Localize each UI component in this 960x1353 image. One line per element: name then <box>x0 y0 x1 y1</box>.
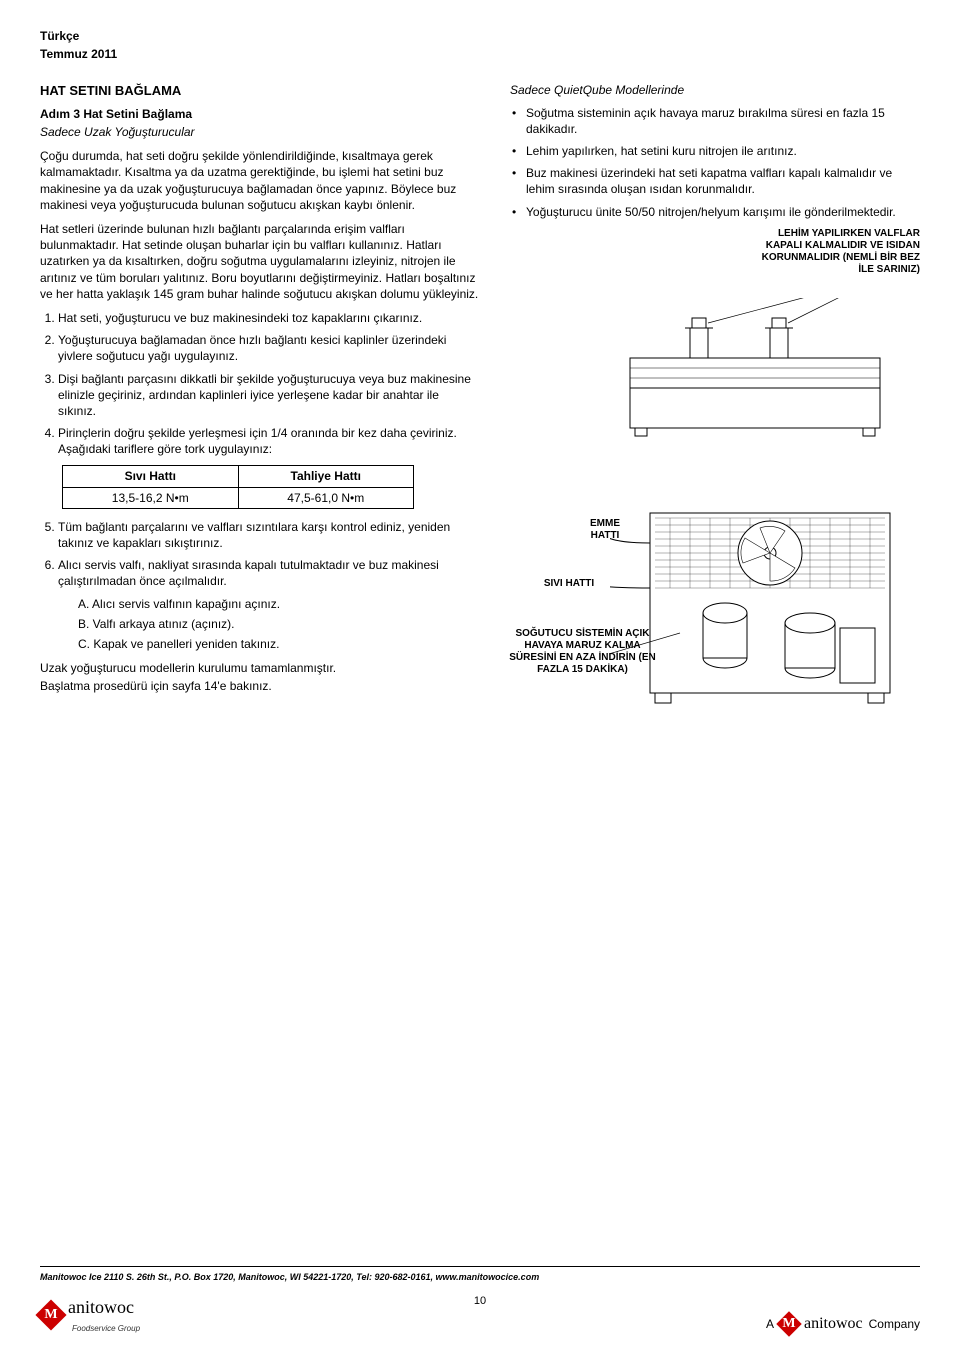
label-sivi: SIVI HATTI <box>534 578 604 590</box>
table-header: Tahliye Hattı <box>238 466 414 487</box>
sub-step: A. Alıcı servis valfının kapağını açınız… <box>78 596 480 612</box>
subtitle-italic: Sadece Uzak Yoğuşturucular <box>40 124 480 140</box>
step-item: Tüm bağlantı parçalarını ve valfları sız… <box>58 519 480 551</box>
logo-left: anitowoc Foodservice Group <box>40 1295 140 1335</box>
main-columns: HAT SETINI BAĞLAMA Adım 3 Hat Setini Bağ… <box>40 68 920 787</box>
right-title: Sadece QuietQube Modellerinde <box>510 82 920 98</box>
footer-text: Manitowoc Ice 2110 S. 26th St., P.O. Box… <box>40 1272 539 1282</box>
bullet-item: Soğutma sisteminin açık havaya maruz bır… <box>510 105 920 137</box>
bullet-item: Buz makinesi üzerindeki hat seti kapatma… <box>510 165 920 197</box>
footer-logos: anitowoc Foodservice Group A anitowoc Co… <box>40 1295 920 1335</box>
manitowoc-diamond-icon <box>776 1311 801 1336</box>
logo-right: A anitowoc Company <box>766 1313 920 1335</box>
closing-2: Başlatma prosedürü için sayfa 14'e bakın… <box>40 678 480 694</box>
step-item: Alıcı servis valfı, nakliyat sırasında k… <box>58 557 480 652</box>
language-header: Türkçe <box>40 28 920 44</box>
left-column: HAT SETINI BAĞLAMA Adım 3 Hat Setini Bağ… <box>40 68 480 787</box>
right-suffix: Company <box>869 1316 920 1332</box>
table-header: Sıvı Hattı <box>63 466 239 487</box>
bullet-item: Yoğuşturucu ünite 50/50 nitrojen/helyum … <box>510 204 920 220</box>
steps-list: Hat seti, yoğuşturucu ve buz makinesinde… <box>58 310 480 458</box>
label-top-warning: LEHİM YAPILIRKEN VALFLAR KAPALI KALMALID… <box>750 228 920 276</box>
table-cell: 13,5-16,2 N•m <box>63 487 239 508</box>
step-item: Yoğuşturucuya bağlamadan önce hızlı bağl… <box>58 332 480 364</box>
footer-address: Manitowoc Ice 2110 S. 26th St., P.O. Box… <box>40 1266 920 1283</box>
bullet-item: Lehim yapılırken, hat setini kuru nitroj… <box>510 143 920 159</box>
right-bullets: Soğutma sisteminin açık havaya maruz bır… <box>510 105 920 220</box>
torque-table: Sıvı Hattı Tahliye Hattı 13,5-16,2 N•m 4… <box>62 465 414 508</box>
diagram: LEHİM YAPILIRKEN VALFLAR KAPALI KALMALID… <box>510 228 920 788</box>
label-bottom-warning: SOĞUTUCU SİSTEMİN AÇIK HAVAYA MARUZ KALM… <box>500 628 665 676</box>
para-1: Çoğu durumda, hat seti doğru şekilde yön… <box>40 148 480 213</box>
step6-text: Alıcı servis valfı, nakliyat sırasında k… <box>58 558 439 588</box>
sub-step: C. Kapak ve panelleri yeniden takınız. <box>78 636 480 652</box>
sub-steps: A. Alıcı servis valfının kapağını açınız… <box>78 596 480 653</box>
step-item: Dişi bağlantı parçasını dikkatli bir şek… <box>58 371 480 420</box>
unit-lower-icon <box>610 483 900 723</box>
para-2: Hat setleri üzerinde bulunan hızlı bağla… <box>40 221 480 302</box>
date-header: Temmuz 2011 <box>40 46 920 62</box>
sub-step: B. Valfı arkaya atınız (açınız). <box>78 616 480 632</box>
step-item: Hat seti, yoğuşturucu ve buz makinesinde… <box>58 310 480 326</box>
section-title: HAT SETINI BAĞLAMA <box>40 82 480 100</box>
brand-sub: Foodservice Group <box>72 1324 140 1333</box>
manitowoc-diamond-icon <box>35 1299 66 1330</box>
unit-upper-icon <box>620 298 890 438</box>
brand-text: anitowoc <box>68 1297 134 1317</box>
table-cell: 47,5-61,0 N•m <box>238 487 414 508</box>
brand-text: anitowoc <box>804 1313 863 1335</box>
right-column: Sadece QuietQube Modellerinde Soğutma si… <box>510 68 920 787</box>
right-prefix: A <box>766 1316 774 1332</box>
step-item: Pirinçlerin doğru şekilde yerleşmesi içi… <box>58 425 480 457</box>
step-subtitle: Adım 3 Hat Setini Bağlama <box>40 106 480 122</box>
steps-list-cont: Tüm bağlantı parçalarını ve valfları sız… <box>58 519 480 652</box>
closing-1: Uzak yoğuşturucu modellerin kurulumu tam… <box>40 660 480 676</box>
